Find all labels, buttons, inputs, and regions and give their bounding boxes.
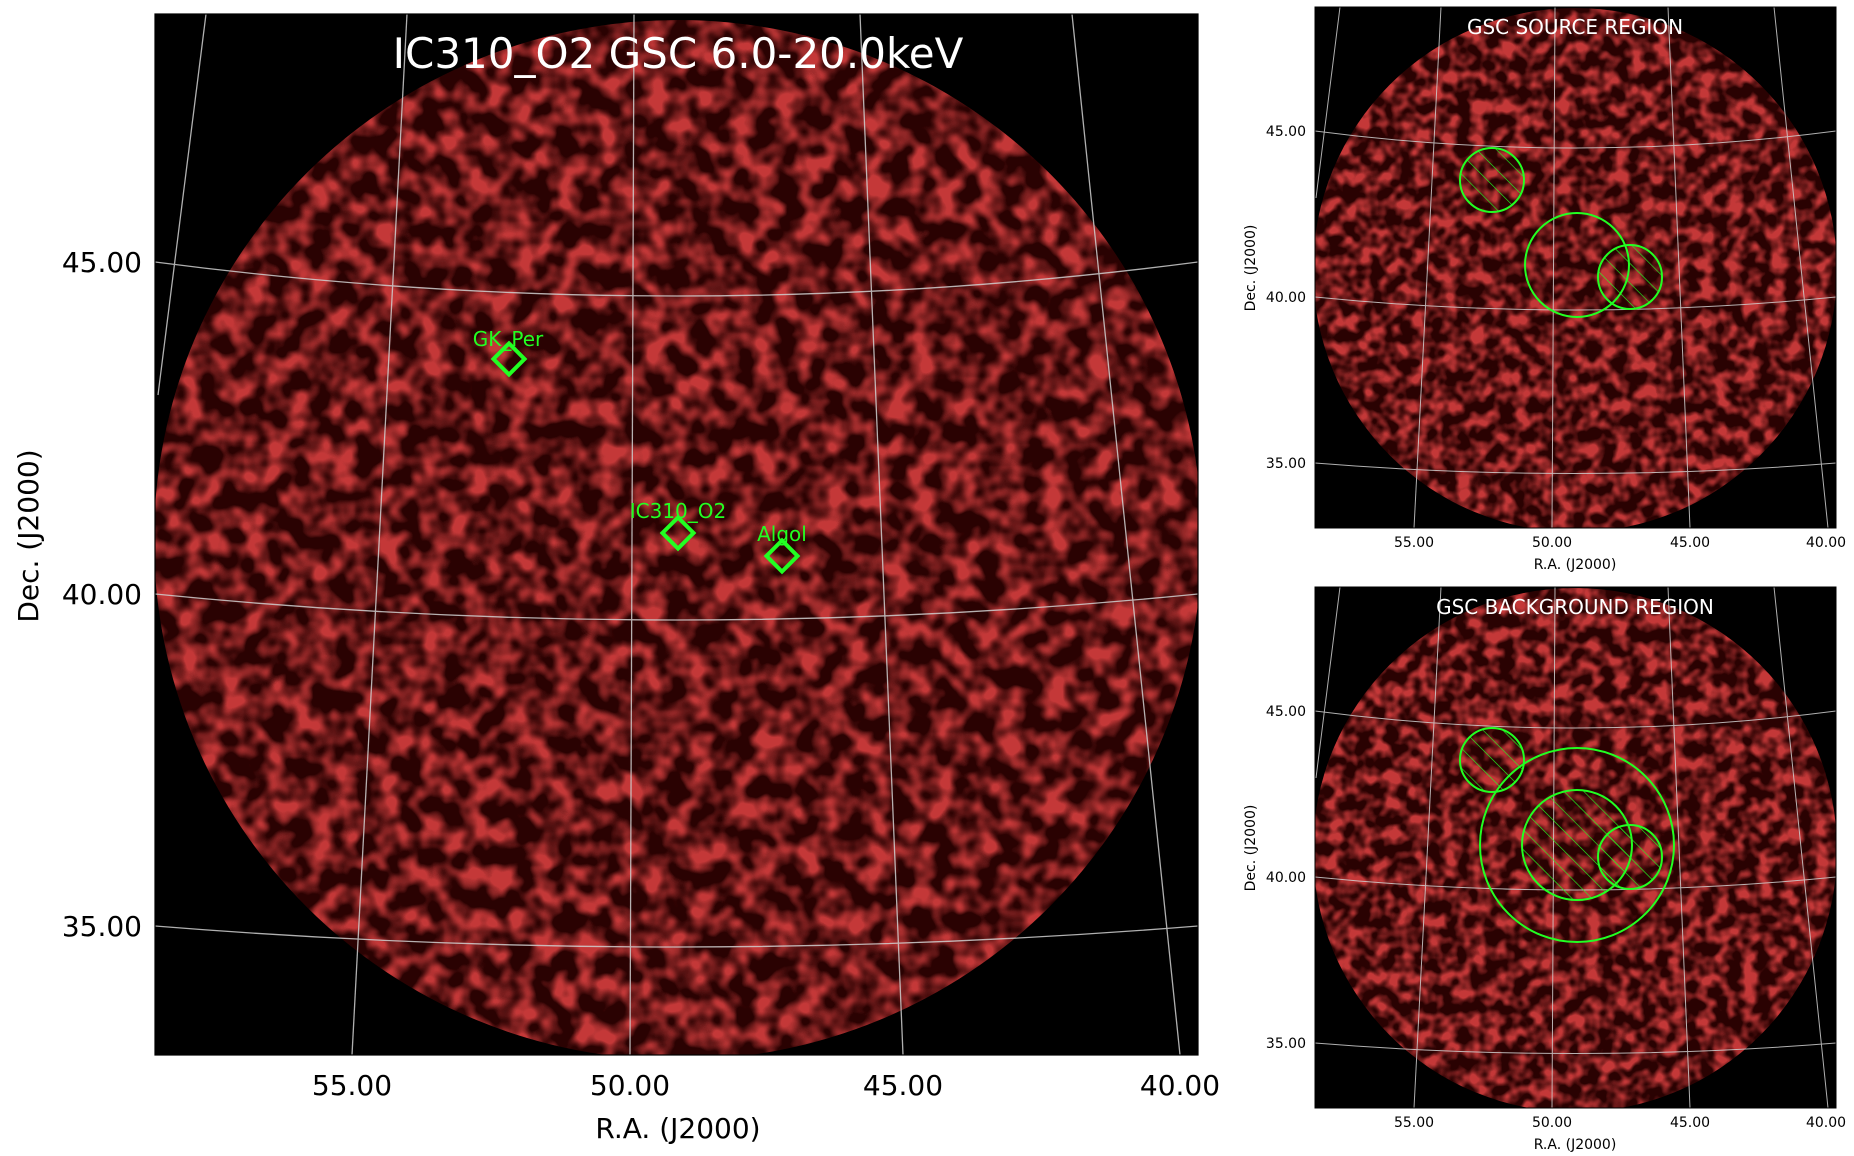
main-ra-grid-50 — [629, 14, 635, 1055]
main-ra-grid-60 — [157, 14, 207, 396]
source-label-gk-per: GK_Per — [473, 327, 544, 351]
source-frame — [1314, 6, 1837, 529]
source-dec-tick-40: 40.00 — [1266, 290, 1306, 306]
source-dec-tick-35: 35.00 — [1266, 456, 1306, 472]
background-frame — [1314, 586, 1837, 1109]
main-dec-tick-labels: 45.00 40.00 35.00 — [62, 246, 142, 943]
main-ra-tick-55: 55.00 — [312, 1069, 392, 1102]
main-ra-tick-labels: 55.00 50.00 45.00 40.00 — [312, 1069, 1220, 1102]
source-ra-tick-40: 40.00 — [1806, 535, 1846, 551]
main-coordinate-grid — [155, 14, 1198, 1055]
background-ylabel: Dec. (J2000) — [1243, 805, 1259, 892]
background-ra-tick-labels: 55.00 50.00 45.00 40.00 — [1394, 1115, 1846, 1131]
source-marker-gk-per[interactable]: GK_Per — [473, 327, 544, 378]
source-marker-algol[interactable]: Algol — [757, 522, 807, 575]
main-dec-tick-40: 40.00 — [62, 578, 142, 611]
source-dec-tick-45: 45.00 — [1266, 124, 1306, 140]
background-ra-tick-45: 45.00 — [1670, 1115, 1710, 1131]
main-frame — [154, 13, 1199, 1056]
background-ra-tick-50: 50.00 — [1532, 1115, 1572, 1131]
main-dec-tick-45: 45.00 — [62, 246, 142, 279]
background-ra-tick-40: 40.00 — [1806, 1115, 1846, 1131]
source-region-panel: GSC SOURCE REGION 55.00 50.00 45.00 40.0… — [1243, 6, 1846, 573]
background-region-panel: GSC BACKGROUND REGION 55.00 50.00 45.00 … — [1243, 586, 1846, 1153]
background-excluded-algol[interactable] — [1597, 824, 1663, 890]
source-region-circles — [1459, 147, 1663, 318]
background-dec-tick-45: 45.00 — [1266, 704, 1306, 720]
main-ra-tick-45: 45.00 — [863, 1069, 943, 1102]
source-ra-tick-45: 45.00 — [1670, 535, 1710, 551]
main-ra-tick-50: 50.00 — [590, 1069, 670, 1102]
main-ra-grid-45 — [859, 14, 904, 1055]
source-emission-map — [1315, 8, 1836, 528]
background-annulus-outer[interactable] — [1479, 747, 1675, 943]
source-title: GSC SOURCE REGION — [1467, 15, 1683, 39]
source-label-algol: Algol — [757, 522, 807, 546]
source-ra-tick-55: 55.00 — [1394, 535, 1434, 551]
source-dec-tick-labels: 45.00 40.00 35.00 — [1266, 124, 1306, 472]
background-xlabel: R.A. (J2000) — [1534, 1137, 1617, 1153]
source-marker-ic310[interactable]: IC310_O2 — [630, 499, 727, 552]
main-ra-tick-40: 40.00 — [1140, 1069, 1220, 1102]
background-dec-tick-35: 35.00 — [1266, 1036, 1306, 1052]
excluded-region-gk-per[interactable] — [1459, 147, 1525, 213]
background-ra-tick-55: 55.00 — [1394, 1115, 1434, 1131]
source-label-ic310: IC310_O2 — [630, 499, 727, 523]
main-dec-grid-45 — [155, 261, 1198, 297]
source-xlabel: R.A. (J2000) — [1534, 557, 1617, 573]
source-ra-tick-50: 50.00 — [1532, 535, 1572, 551]
main-xlabel: R.A. (J2000) — [595, 1112, 760, 1145]
main-panel: IC310_O2 GSC 6.0-20.0keV GK_Per IC310_O2… — [12, 13, 1220, 1145]
background-dec-tick-40: 40.00 — [1266, 870, 1306, 886]
source-ra-tick-labels: 55.00 50.00 45.00 40.00 — [1394, 535, 1846, 551]
main-emission-map — [155, 20, 1198, 1055]
background-dec-tick-labels: 45.00 40.00 35.00 — [1266, 704, 1306, 1052]
source-coordinate-grid — [1315, 7, 1836, 528]
excluded-region-algol[interactable] — [1597, 244, 1663, 310]
main-ra-grid-55 — [351, 14, 408, 1055]
background-region-circles — [1459, 727, 1675, 943]
main-source-markers: GK_Per IC310_O2 Algol — [473, 327, 807, 575]
main-dec-tick-35: 35.00 — [62, 910, 142, 943]
source-ylabel: Dec. (J2000) — [1243, 225, 1259, 312]
main-dec-grid-35 — [155, 925, 1198, 948]
background-excluded-gk-per[interactable] — [1459, 727, 1525, 793]
main-dec-grid-40 — [155, 593, 1198, 621]
main-ra-grid-40 — [1071, 14, 1181, 1055]
main-ylabel: Dec. (J2000) — [12, 449, 45, 622]
main-title: IC310_O2 GSC 6.0-20.0keV — [393, 29, 964, 78]
background-title: GSC BACKGROUND REGION — [1436, 595, 1714, 619]
